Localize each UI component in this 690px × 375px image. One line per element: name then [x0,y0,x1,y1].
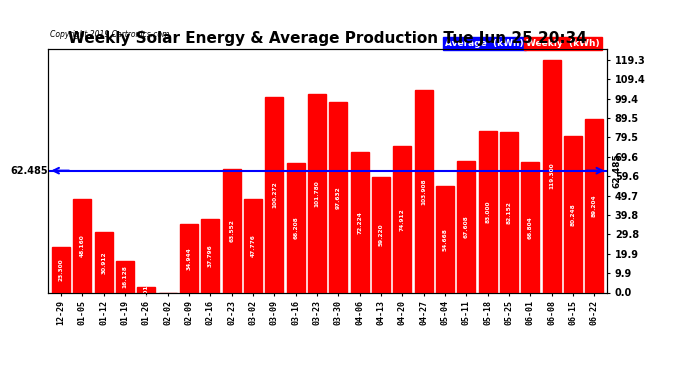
Text: 54.668: 54.668 [442,228,448,251]
Bar [564,136,582,292]
Text: 48.160: 48.160 [80,234,85,257]
Bar [500,132,518,292]
Bar [116,261,134,292]
Bar [436,186,454,292]
Text: 83.000: 83.000 [485,200,490,223]
Text: 63.552: 63.552 [229,219,235,242]
Bar [585,118,604,292]
Title: Weekly Solar Energy & Average Production Tue Jun 25 20:34: Weekly Solar Energy & Average Production… [68,31,587,46]
Text: 82.152: 82.152 [506,201,511,224]
Text: 103.908: 103.908 [421,178,426,204]
Bar [52,247,70,292]
Text: 23.300: 23.300 [59,258,63,281]
Text: 74.912: 74.912 [400,208,405,231]
Text: 62.485: 62.485 [10,166,48,176]
Bar [372,177,390,292]
Text: 37.796: 37.796 [208,244,213,267]
Text: Average  (kWh): Average (kWh) [445,39,524,48]
Text: 62.485: 62.485 [613,153,622,188]
Bar [542,60,561,292]
Text: 34.944: 34.944 [186,247,192,270]
Bar [351,152,369,292]
Bar [137,286,155,292]
Bar [393,146,411,292]
Bar [457,160,475,292]
Text: 89.204: 89.204 [592,194,597,217]
Text: Weekly  (kWh): Weekly (kWh) [526,39,600,48]
Text: 66.208: 66.208 [293,217,298,239]
Bar [286,164,305,292]
Text: 97.632: 97.632 [336,186,341,209]
Bar [95,232,113,292]
Bar [329,102,348,292]
Text: 16.128: 16.128 [123,266,128,288]
Bar [415,90,433,292]
Bar [223,169,241,292]
Bar [308,94,326,292]
Text: 3.012: 3.012 [144,280,149,299]
Text: 66.804: 66.804 [528,216,533,239]
Bar [479,130,497,292]
Text: 47.776: 47.776 [250,234,255,257]
Text: Copyright 2019 Cartronics.com: Copyright 2019 Cartronics.com [50,30,169,39]
Text: 59.220: 59.220 [379,224,384,246]
Bar [73,199,92,292]
Bar [266,97,284,292]
Bar [522,162,540,292]
Text: 72.224: 72.224 [357,211,362,234]
Text: 101.780: 101.780 [315,180,319,207]
Text: 30.912: 30.912 [101,251,106,274]
Bar [244,200,262,292]
Text: 119.300: 119.300 [549,163,554,189]
Bar [180,224,198,292]
Text: 100.272: 100.272 [272,182,277,208]
Bar [201,219,219,292]
Text: 67.608: 67.608 [464,215,469,238]
Text: 80.248: 80.248 [571,203,575,226]
